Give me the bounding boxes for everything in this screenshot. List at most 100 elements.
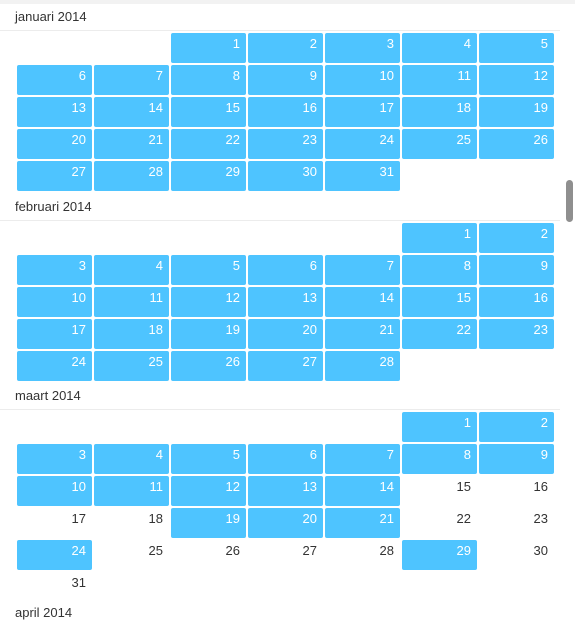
day-cell[interactable]: 5 xyxy=(171,255,246,285)
day-cell[interactable]: 4 xyxy=(94,444,169,474)
day-cell[interactable]: 16 xyxy=(248,97,323,127)
day-cell[interactable]: 18 xyxy=(402,97,477,127)
month-divider xyxy=(0,220,560,221)
day-cell[interactable]: 7 xyxy=(94,65,169,95)
day-cell[interactable]: 26 xyxy=(171,351,246,381)
day-cell[interactable]: 3 xyxy=(17,255,92,285)
month-title: januari 2014 xyxy=(15,9,87,24)
day-cell[interactable]: 15 xyxy=(456,479,471,494)
day-cell[interactable]: 21 xyxy=(325,319,400,349)
day-cell[interactable]: 27 xyxy=(302,543,317,558)
day-cell[interactable]: 19 xyxy=(479,97,554,127)
day-cell[interactable]: 8 xyxy=(171,65,246,95)
month-divider xyxy=(0,409,560,410)
day-cell[interactable]: 22 xyxy=(456,511,471,526)
day-cell[interactable]: 20 xyxy=(17,129,92,159)
month-title: maart 2014 xyxy=(15,388,81,403)
day-cell[interactable]: 13 xyxy=(248,476,323,506)
month-title: februari 2014 xyxy=(15,199,92,214)
day-cell[interactable]: 5 xyxy=(479,33,554,63)
day-cell[interactable]: 17 xyxy=(71,511,86,526)
day-cell[interactable]: 29 xyxy=(402,540,477,570)
day-cell[interactable]: 31 xyxy=(71,575,86,590)
day-cell[interactable]: 22 xyxy=(171,129,246,159)
day-cell[interactable]: 27 xyxy=(248,351,323,381)
day-cell[interactable]: 11 xyxy=(94,476,169,506)
month-divider xyxy=(0,30,560,31)
day-cell[interactable]: 12 xyxy=(171,476,246,506)
day-cell[interactable]: 22 xyxy=(402,319,477,349)
day-cell[interactable]: 18 xyxy=(94,319,169,349)
day-cell[interactable]: 9 xyxy=(479,255,554,285)
day-cell[interactable]: 17 xyxy=(17,319,92,349)
day-cell[interactable]: 24 xyxy=(17,351,92,381)
day-cell[interactable]: 1 xyxy=(171,33,246,63)
day-cell[interactable]: 23 xyxy=(248,129,323,159)
day-cell[interactable]: 14 xyxy=(325,476,400,506)
scrollbar-thumb[interactable] xyxy=(566,180,573,222)
day-cell[interactable]: 19 xyxy=(171,508,246,538)
day-cell[interactable]: 8 xyxy=(402,444,477,474)
day-cell[interactable]: 2 xyxy=(248,33,323,63)
day-cell[interactable]: 3 xyxy=(17,444,92,474)
day-cell[interactable]: 2 xyxy=(479,412,554,442)
day-cell[interactable]: 1 xyxy=(402,223,477,253)
day-cell[interactable]: 30 xyxy=(533,543,548,558)
top-divider xyxy=(0,0,575,4)
day-cell[interactable]: 25 xyxy=(148,543,163,558)
day-cell[interactable]: 10 xyxy=(325,65,400,95)
day-cell[interactable]: 13 xyxy=(17,97,92,127)
day-cell[interactable]: 16 xyxy=(479,287,554,317)
day-cell[interactable]: 10 xyxy=(17,287,92,317)
day-cell[interactable]: 1 xyxy=(402,412,477,442)
day-cell[interactable]: 2 xyxy=(479,223,554,253)
day-cell[interactable]: 17 xyxy=(325,97,400,127)
day-cell[interactable]: 30 xyxy=(248,161,323,191)
day-cell[interactable]: 28 xyxy=(325,351,400,381)
day-cell[interactable]: 28 xyxy=(94,161,169,191)
day-cell[interactable]: 25 xyxy=(402,129,477,159)
day-cell[interactable]: 13 xyxy=(248,287,323,317)
day-cell[interactable]: 4 xyxy=(402,33,477,63)
day-cell[interactable]: 20 xyxy=(248,508,323,538)
day-cell[interactable]: 26 xyxy=(479,129,554,159)
day-cell[interactable]: 4 xyxy=(94,255,169,285)
day-cell[interactable]: 21 xyxy=(94,129,169,159)
day-cell[interactable]: 21 xyxy=(325,508,400,538)
day-cell[interactable]: 3 xyxy=(325,33,400,63)
day-cell[interactable]: 27 xyxy=(17,161,92,191)
day-cell[interactable]: 6 xyxy=(248,255,323,285)
day-cell[interactable]: 23 xyxy=(479,319,554,349)
day-cell[interactable]: 11 xyxy=(94,287,169,317)
day-cell[interactable]: 9 xyxy=(479,444,554,474)
day-cell[interactable]: 9 xyxy=(248,65,323,95)
day-cell[interactable]: 28 xyxy=(379,543,394,558)
day-cell[interactable]: 7 xyxy=(325,444,400,474)
month-title-partial: april 2014 xyxy=(15,605,73,620)
day-cell[interactable]: 31 xyxy=(325,161,400,191)
day-cell[interactable]: 19 xyxy=(171,319,246,349)
day-cell[interactable]: 15 xyxy=(402,287,477,317)
day-cell[interactable]: 14 xyxy=(94,97,169,127)
day-cell[interactable]: 11 xyxy=(402,65,477,95)
day-cell[interactable]: 26 xyxy=(225,543,240,558)
day-cell[interactable]: 12 xyxy=(171,287,246,317)
calendar-scroll-area[interactable]: januari 2014 1 2 3 4 5 6 7 8 9 10 11 12 13 14 15 16 17 18 1… xyxy=(0,0,560,615)
day-cell[interactable]: 15 xyxy=(171,97,246,127)
day-cell[interactable]: 14 xyxy=(325,287,400,317)
day-cell[interactable]: 20 xyxy=(248,319,323,349)
day-cell[interactable]: 25 xyxy=(94,351,169,381)
day-cell[interactable]: 23 xyxy=(533,511,548,526)
day-cell[interactable]: 29 xyxy=(171,161,246,191)
day-cell[interactable]: 5 xyxy=(171,444,246,474)
day-cell[interactable]: 16 xyxy=(533,479,548,494)
day-cell[interactable]: 24 xyxy=(325,129,400,159)
day-cell[interactable]: 8 xyxy=(402,255,477,285)
day-cell[interactable]: 7 xyxy=(325,255,400,285)
day-cell[interactable]: 24 xyxy=(17,540,92,570)
day-cell[interactable]: 10 xyxy=(17,476,92,506)
day-cell[interactable]: 6 xyxy=(248,444,323,474)
day-cell[interactable]: 6 xyxy=(17,65,92,95)
day-cell[interactable]: 18 xyxy=(148,511,163,526)
day-cell[interactable]: 12 xyxy=(479,65,554,95)
